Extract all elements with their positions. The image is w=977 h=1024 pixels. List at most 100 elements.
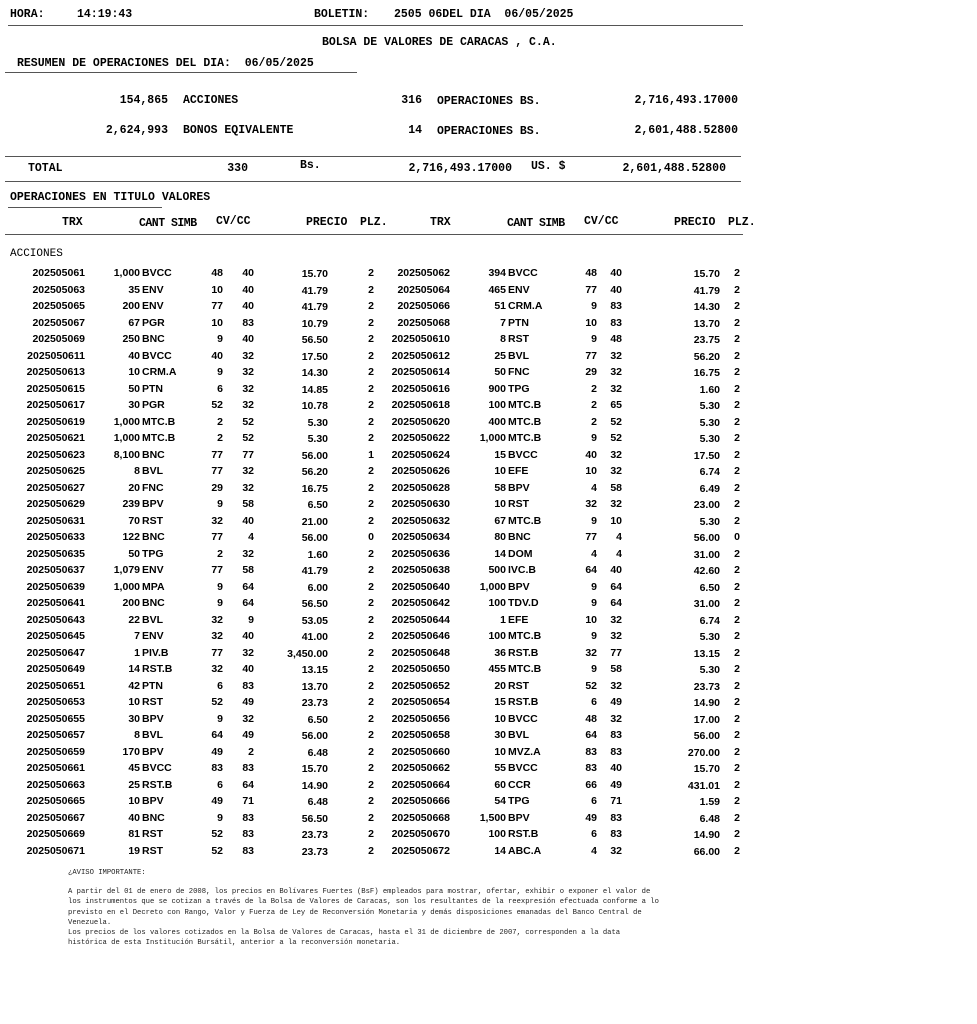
cc-code: 32 — [242, 349, 254, 362]
symbol: RST.B — [508, 696, 539, 708]
term: 2 — [368, 564, 374, 576]
cv-code: 32 — [585, 498, 597, 510]
price: 5.30 — [307, 433, 328, 445]
quantity: 1,000 — [113, 580, 140, 593]
cc-code: 64 — [242, 778, 254, 791]
term: 2 — [368, 811, 374, 824]
cc-code: 32 — [610, 630, 622, 642]
symbol: TDV.D — [508, 597, 539, 609]
quantity: 1,000 — [479, 580, 506, 593]
quantity: 1 — [134, 646, 140, 659]
quantity: 14 — [128, 663, 140, 675]
trx-number: 2025050639 — [26, 580, 85, 593]
symbol: BVCC — [508, 712, 538, 725]
resumen-heading: RESUMEN DE OPERACIONES DEL DIA: 06/05/20… — [17, 57, 314, 70]
cc-code: 65 — [610, 399, 622, 411]
cc-code: 40 — [610, 762, 622, 774]
cc-code: 64 — [610, 597, 622, 609]
quantity: 455 — [488, 663, 506, 675]
trx-number: 2025050611 — [27, 349, 85, 362]
quantity: 10 — [128, 366, 140, 378]
price: 56.00 — [693, 532, 720, 544]
term: 2 — [368, 333, 374, 345]
symbol: BPV — [142, 712, 164, 725]
cc-code: 10 — [610, 514, 622, 527]
quantity: 36 — [494, 646, 506, 659]
cv-code: 48 — [585, 267, 597, 279]
cv-code: 77 — [211, 300, 223, 312]
notice-line: histórica de esta Institución Bursátil, … — [68, 939, 401, 948]
trx-number: 2025050622 — [391, 432, 450, 444]
trx-number: 2025050623 — [26, 448, 85, 461]
term: 0 — [368, 531, 374, 543]
trx-number: 2025050652 — [391, 679, 450, 692]
symbol: BPV — [142, 745, 164, 758]
term: 2 — [734, 448, 740, 461]
trx-number: 2025050642 — [391, 597, 450, 609]
cv-code: 52 — [211, 399, 223, 411]
column-header-precio: PRECIO — [306, 216, 348, 229]
price: 23.73 — [301, 829, 328, 841]
quantity: 81 — [128, 828, 140, 840]
quantity: 20 — [128, 481, 140, 494]
trx-number: 2025050650 — [391, 663, 450, 675]
cv-code: 9 — [217, 498, 223, 510]
quantity: 8 — [134, 465, 140, 477]
quantity: 10 — [128, 696, 140, 708]
price: 13.70 — [301, 680, 328, 693]
price: 56.00 — [301, 532, 328, 544]
term: 2 — [734, 795, 740, 807]
trx-number: 2025050614 — [391, 366, 450, 378]
price: 5.30 — [699, 664, 720, 676]
hora-label: HORA: — [10, 8, 45, 21]
trx-number: 2025050618 — [391, 399, 450, 411]
cc-code: 32 — [242, 382, 254, 395]
trx-number: 2025050654 — [391, 696, 450, 708]
trx-number: 2025050648 — [391, 646, 450, 659]
term: 2 — [368, 498, 374, 510]
quantity: 58 — [494, 481, 506, 494]
cc-code: 32 — [242, 646, 254, 659]
price: 56.20 — [301, 466, 328, 478]
cc-code: 40 — [242, 333, 254, 345]
cc-code: 83 — [242, 316, 254, 329]
trx-number: 2025050649 — [26, 663, 85, 675]
price: 431.01 — [687, 779, 720, 792]
cv-code: 40 — [585, 448, 597, 461]
cc-code: 71 — [610, 795, 622, 807]
symbol: MTC.B — [508, 630, 542, 642]
symbol: EFE — [508, 465, 529, 477]
price: 41.79 — [301, 284, 328, 297]
quantity: 10 — [494, 712, 506, 725]
quantity: 25 — [128, 778, 140, 791]
price: 5.30 — [699, 433, 720, 445]
symbol: ENV — [142, 300, 164, 312]
trx-number: 2025050655 — [26, 712, 85, 725]
price: 23.73 — [301, 697, 328, 709]
price: 14.30 — [693, 301, 720, 313]
quantity: 30 — [128, 399, 140, 411]
symbol: BNC — [142, 811, 165, 824]
symbol: PGR — [142, 316, 165, 329]
price: 13.15 — [693, 647, 720, 660]
term: 2 — [368, 316, 374, 329]
trx-number: 202505063 — [32, 283, 85, 296]
price: 5.30 — [699, 416, 720, 429]
price: 23.73 — [301, 845, 328, 858]
price: 6.48 — [307, 746, 328, 759]
quantity: 10 — [494, 498, 506, 510]
cv-code: 9 — [217, 712, 223, 725]
cv-code: 83 — [585, 745, 597, 758]
term: 2 — [734, 349, 740, 362]
term: 2 — [368, 415, 374, 428]
quantity: 45 — [128, 762, 140, 774]
cc-code: 52 — [242, 415, 254, 428]
symbol: PTN — [142, 679, 163, 692]
cv-code: 9 — [591, 300, 597, 312]
cc-code: 32 — [610, 349, 622, 362]
quantity: 14 — [494, 844, 506, 857]
cc-code: 77 — [242, 448, 254, 461]
trx-number: 2025050628 — [391, 481, 450, 494]
trx-number: 2025050636 — [391, 547, 450, 560]
